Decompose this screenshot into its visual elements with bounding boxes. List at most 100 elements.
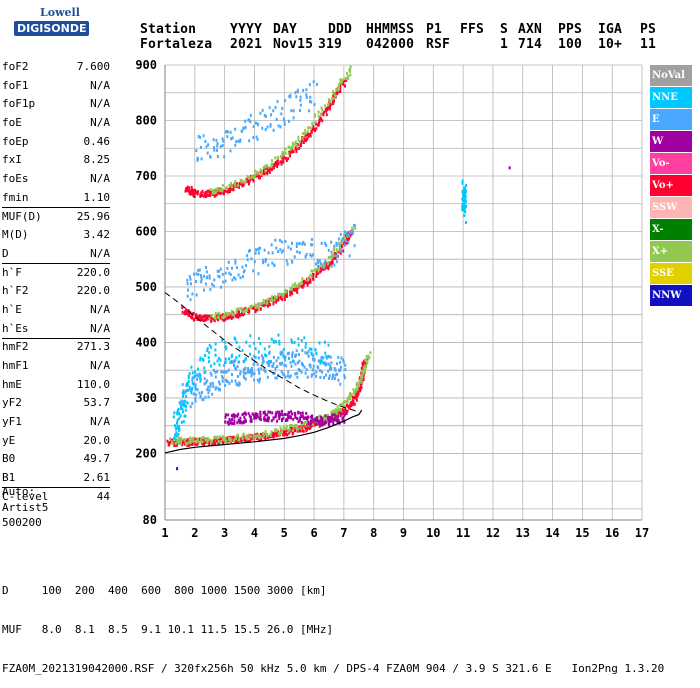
echo-point <box>167 441 170 445</box>
echo-point <box>331 260 334 264</box>
parameter-label: h`Es <box>2 321 29 335</box>
echo-point <box>329 261 332 265</box>
echo-point <box>194 383 197 387</box>
echo-point <box>194 374 197 378</box>
echo-point <box>265 354 268 358</box>
echo-point <box>188 385 191 389</box>
echo-point <box>190 282 192 286</box>
echo-point <box>347 74 350 78</box>
echo-point <box>368 355 371 359</box>
echo-point <box>344 230 347 234</box>
echo-point <box>246 437 249 441</box>
echo-point <box>224 357 227 361</box>
echo-point <box>343 237 346 241</box>
echo-point <box>311 243 314 247</box>
echo-point <box>248 179 251 183</box>
echo-point <box>297 337 300 341</box>
echo-point <box>309 126 312 130</box>
echo-point <box>236 182 239 186</box>
echo-point <box>166 439 169 443</box>
echo-point <box>333 251 336 255</box>
echo-point <box>264 258 267 261</box>
echo-point <box>216 435 219 439</box>
parameter-value: N/A <box>90 321 110 335</box>
electron-density-profile <box>164 409 363 454</box>
echo-point <box>242 270 245 274</box>
echo-point <box>322 263 324 267</box>
echo-point <box>195 293 198 297</box>
echo-point <box>365 359 368 362</box>
echo-point <box>198 440 201 444</box>
echo-point <box>177 436 180 440</box>
echo-point <box>216 155 219 158</box>
echo-point <box>276 428 279 432</box>
y-tick-label: 700 <box>135 169 157 183</box>
x-tick-label: 1 <box>161 526 168 540</box>
header-value: 11 <box>640 37 657 52</box>
echo-point <box>299 426 302 430</box>
echo-point <box>248 177 251 180</box>
echo-point <box>311 269 314 273</box>
parameter-value: 3.42 <box>83 228 111 242</box>
echo-point <box>221 144 224 147</box>
echo-point <box>207 391 210 395</box>
echo-point <box>339 232 342 236</box>
echo-point <box>463 191 466 195</box>
echo-point <box>191 443 194 446</box>
echo-point <box>353 393 356 397</box>
echo-point <box>306 375 309 379</box>
echo-point <box>310 421 313 425</box>
echo-point <box>302 240 305 244</box>
echo-point <box>315 374 318 378</box>
echo-point <box>334 373 337 377</box>
echo-point <box>188 313 191 317</box>
echo-point <box>251 366 254 370</box>
echo-point <box>309 278 312 282</box>
echo-point <box>294 286 297 290</box>
echo-point <box>189 192 192 196</box>
echo-point <box>190 387 193 391</box>
echo-point <box>182 439 185 443</box>
echo-point <box>303 282 305 285</box>
echo-point <box>303 242 306 246</box>
echo-point <box>342 239 345 243</box>
echo-point <box>201 391 203 394</box>
echo-point <box>367 354 370 358</box>
echo-point <box>299 109 301 112</box>
echo-point <box>204 438 207 442</box>
echo-point <box>212 188 215 192</box>
echo-point <box>313 103 316 107</box>
echo-point <box>339 251 342 255</box>
echo-point <box>202 435 205 439</box>
echo-point <box>326 262 329 266</box>
echo-point <box>206 436 209 440</box>
echo-point <box>255 135 258 139</box>
echo-point <box>200 280 203 284</box>
parameter-value: 110.0 <box>76 377 110 391</box>
echo-point <box>190 389 193 393</box>
echo-point <box>234 143 237 147</box>
echo-point <box>280 352 282 356</box>
echo-point <box>226 316 229 320</box>
echo-point <box>195 442 198 446</box>
echo-point <box>217 442 220 446</box>
echo-point <box>302 284 305 288</box>
echo-point <box>222 280 225 284</box>
echo-point <box>214 315 216 319</box>
echo-point <box>336 414 339 418</box>
echo-point <box>185 389 188 393</box>
echo-point <box>353 244 356 248</box>
legend-item-ssw: SSW <box>650 197 692 219</box>
echo-point <box>236 421 239 425</box>
echo-point <box>180 437 183 441</box>
x-tick-label: 10 <box>426 526 440 540</box>
echo-point <box>349 69 352 73</box>
echo-point <box>191 190 194 194</box>
parameter-row: yF1 N/A <box>2 413 110 432</box>
parameter-row: foF2 7.600 <box>2 58 110 77</box>
echo-point <box>212 138 215 142</box>
echo-point <box>259 111 262 115</box>
echo-point <box>245 434 248 438</box>
echo-point <box>188 372 191 376</box>
echo-point <box>315 82 318 86</box>
